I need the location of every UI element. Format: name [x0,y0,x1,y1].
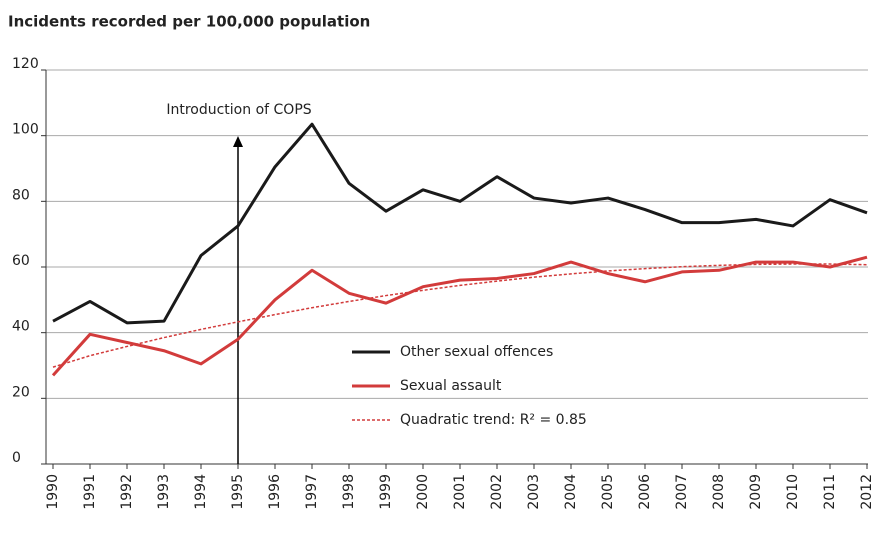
legend-label: Sexual assault [400,378,502,394]
series-line [52,263,868,368]
legend-label: Quadratic trend: R² = 0.85 [400,412,587,428]
series-line [51,255,868,377]
x-tick-label: 2011 [822,474,838,510]
x-tick-label: 2008 [711,474,727,510]
x-tick-label: 2000 [415,474,431,510]
x-tick-label: 2003 [526,474,542,510]
x-tick-label: 2010 [785,474,801,510]
series-line [52,122,868,325]
chart-title: Incidents recorded per 100,000 populatio… [8,13,370,31]
x-tick-label: 1991 [82,474,98,510]
x-tick-label: 1996 [267,474,283,510]
y-tick-label: 40 [12,319,30,335]
x-tick-label: 1992 [119,474,135,510]
x-tick-label: 1993 [156,474,172,510]
y-tick-label: 60 [12,253,30,269]
annotation: Introduction of COPS [166,102,311,118]
x-tick-label: 2007 [674,474,690,510]
y-tick-label: 0 [12,450,21,466]
x-tick-label: 2005 [600,474,616,510]
y-tick-label: 20 [12,384,30,400]
x-tick-label: 2001 [452,474,468,510]
x-tick-label: 1997 [304,474,320,510]
x-tick-label: 2006 [637,474,653,510]
y-tick-label: 100 [12,122,39,138]
legend-label: Other sexual offences [400,344,553,360]
x-tick-label: 2009 [748,474,764,510]
x-tick-label: 1998 [341,474,357,510]
x-tick-label: 1995 [230,474,246,510]
x-tick-label: 2004 [563,474,579,510]
y-tick-label: 80 [12,187,30,203]
arrow-head [233,136,243,147]
x-tick-label: 1994 [193,474,209,510]
x-tick-label: 1999 [378,474,394,510]
x-tick-label: 2012 [859,474,875,510]
y-tick-label: 120 [12,56,39,72]
x-tick-label: 2002 [489,474,505,510]
x-tick-label: 1990 [45,474,61,510]
